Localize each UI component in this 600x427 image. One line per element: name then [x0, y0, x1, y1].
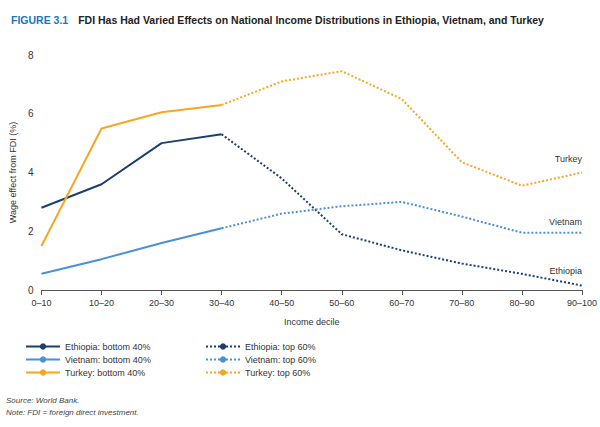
svg-text:20–30: 20–30 — [149, 298, 174, 308]
svg-text:40–50: 40–50 — [269, 298, 294, 308]
svg-text:Turkey: top 60%: Turkey: top 60% — [245, 368, 310, 378]
svg-text:Income decile: Income decile — [284, 317, 340, 327]
svg-text:FIGURE 3.1: FIGURE 3.1 — [11, 14, 68, 26]
svg-text:0: 0 — [28, 285, 34, 296]
svg-text:70–80: 70–80 — [449, 298, 474, 308]
svg-text:90–100: 90–100 — [567, 298, 597, 308]
svg-text:Vietnam: top 60%: Vietnam: top 60% — [245, 355, 316, 365]
svg-text:Ethiopia: top 60%: Ethiopia: top 60% — [245, 342, 316, 352]
svg-text:6: 6 — [28, 108, 34, 119]
svg-text:0–10: 0–10 — [31, 298, 51, 308]
svg-text:8: 8 — [28, 50, 34, 61]
svg-text:Wage effect from FDI (%): Wage effect from FDI (%) — [8, 122, 18, 224]
svg-text:Ethiopia: bottom 40%: Ethiopia: bottom 40% — [65, 342, 151, 352]
svg-text:Turkey: Turkey — [555, 154, 583, 164]
svg-text:60–70: 60–70 — [389, 298, 414, 308]
svg-text:80–90: 80–90 — [509, 298, 534, 308]
svg-text:Ethiopia: Ethiopia — [549, 266, 582, 276]
svg-text:Vietnam: Vietnam — [549, 217, 582, 227]
svg-text:4: 4 — [28, 167, 34, 178]
svg-text:Vietnam: bottom 40%: Vietnam: bottom 40% — [65, 355, 151, 365]
svg-text:FDI Has Had Varied Effects on: FDI Has Had Varied Effects on National I… — [78, 14, 544, 26]
svg-text:30–40: 30–40 — [209, 298, 234, 308]
svg-text:Turkey: bottom 40%: Turkey: bottom 40% — [65, 368, 145, 378]
svg-text:50–60: 50–60 — [329, 298, 354, 308]
svg-text:10–20: 10–20 — [89, 298, 114, 308]
svg-text:Note: FDI = foreign direct inv: Note: FDI = foreign direct investment. — [6, 408, 139, 417]
svg-text:2: 2 — [28, 226, 34, 237]
svg-text:Source: World Bank.: Source: World Bank. — [6, 396, 79, 405]
